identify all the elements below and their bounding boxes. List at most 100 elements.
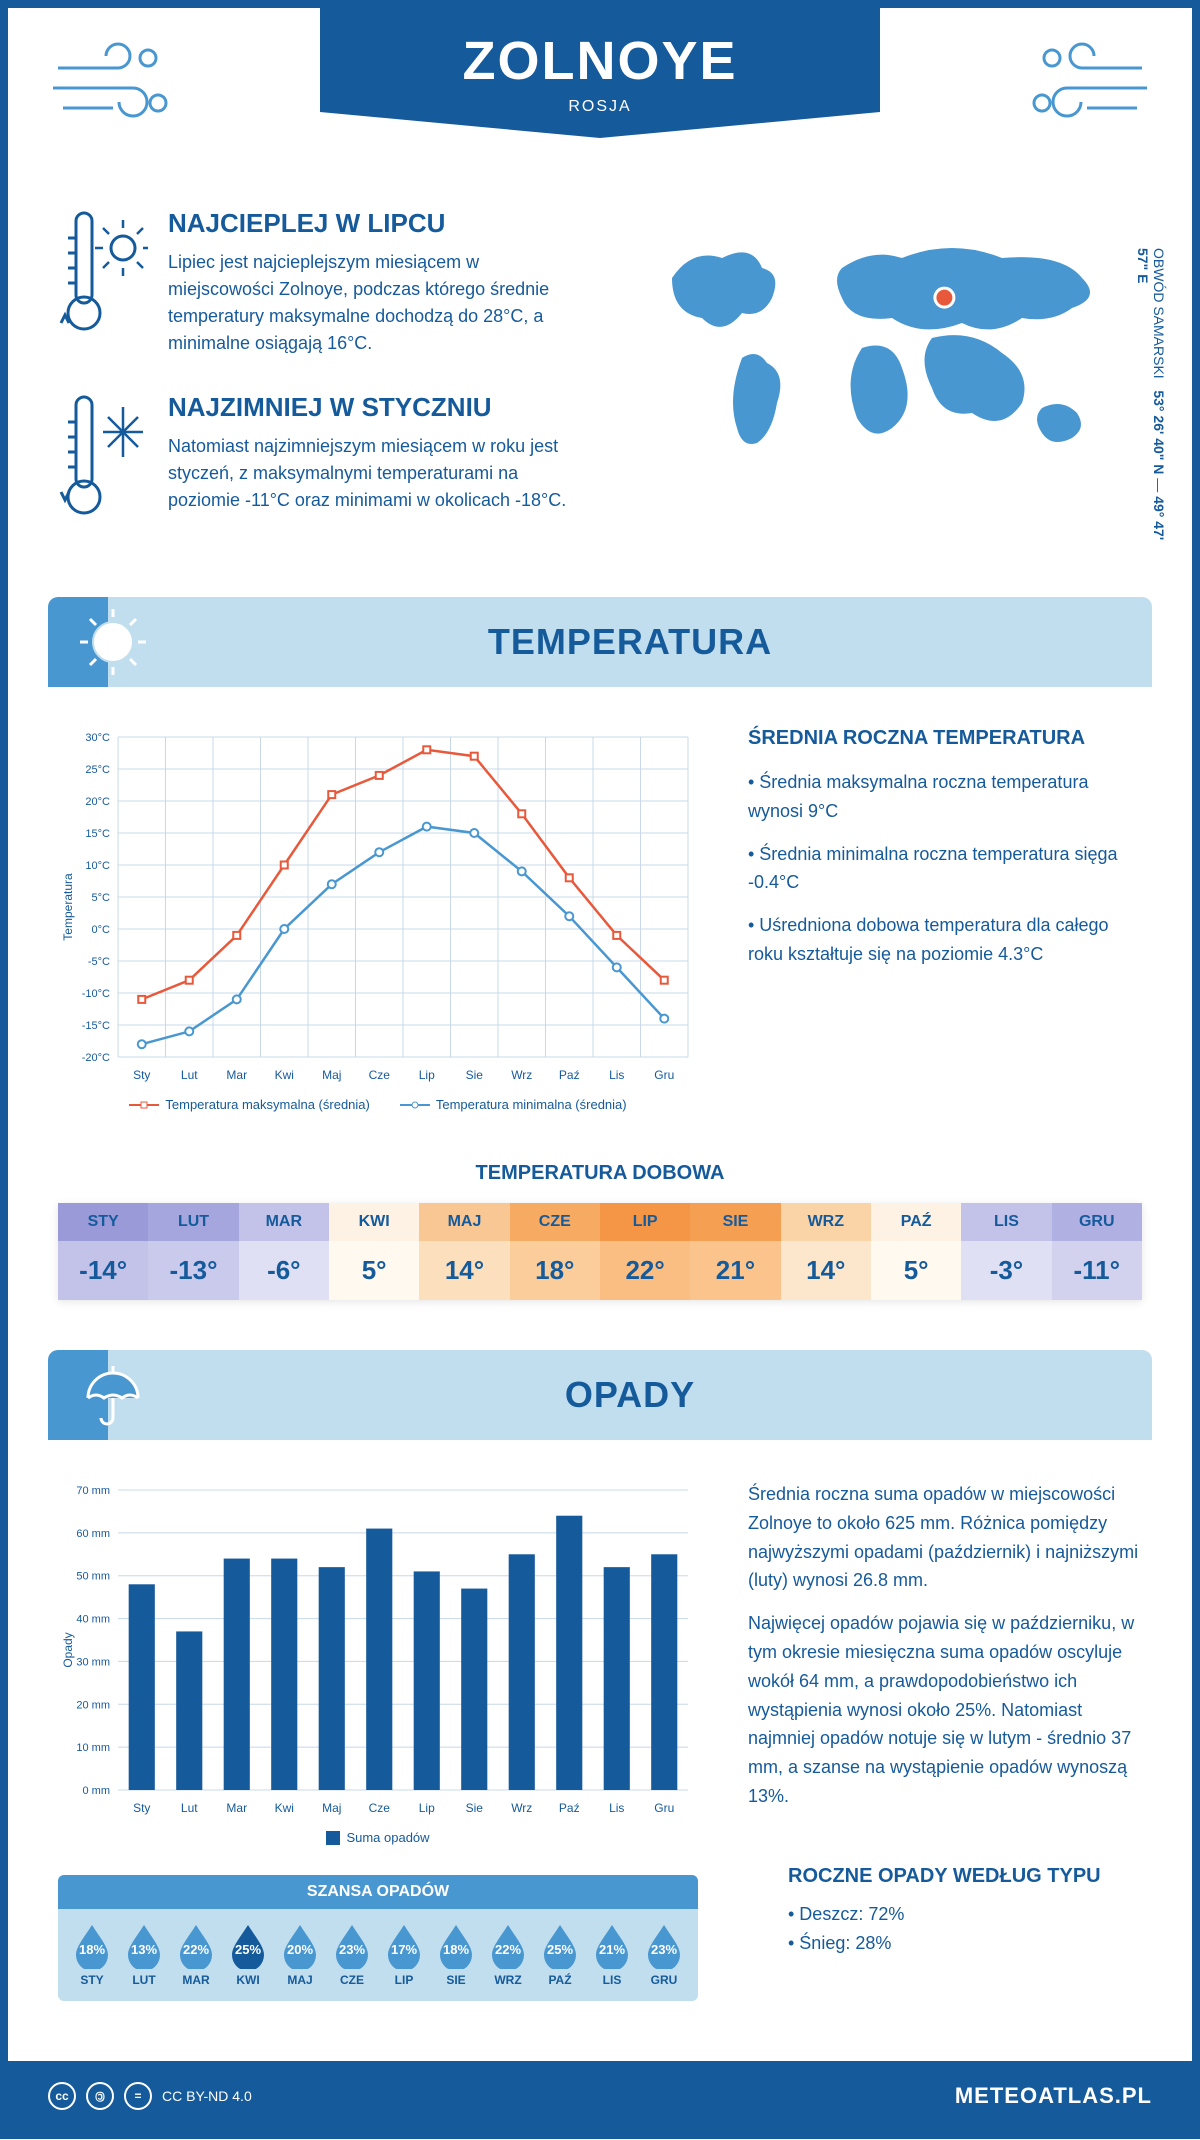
facts-column: NAJCIEPLEJ W LIPCU Lipiec jest najcieple… (58, 208, 582, 557)
thermometer-sun-icon (58, 208, 148, 357)
cold-fact-title: NAJZIMNIEJ W STYCZNIU (168, 392, 582, 423)
precipitation-body: 0 mm10 mm20 mm30 mm40 mm50 mm60 mm70 mmO… (8, 1440, 1192, 1865)
svg-text:Gru: Gru (654, 1068, 674, 1082)
daily-cell: LUT-13° (148, 1203, 238, 1300)
temp-legend: Temperatura maksymalna (średnia) Tempera… (58, 1097, 698, 1112)
daily-cell: MAJ14° (419, 1203, 509, 1300)
chance-cell: 20%MAJ (274, 1923, 326, 1987)
svg-text:70 mm: 70 mm (76, 1485, 110, 1497)
temperature-chart: -20°C-15°C-10°C-5°C0°C5°C10°C15°C20°C25°… (58, 727, 698, 1112)
chance-cell: 18%SIE (430, 1923, 482, 1987)
country-subtitle: ROSJA (320, 98, 880, 116)
svg-text:20 mm: 20 mm (76, 1699, 110, 1711)
daily-cell: WRZ14° (781, 1203, 871, 1300)
hot-fact-title: NAJCIEPLEJ W LIPCU (168, 208, 582, 239)
svg-text:Wrz: Wrz (511, 1801, 532, 1815)
precipitation-chance-box: SZANSA OPADÓW 18%STY13%LUT22%MAR25%KWI20… (58, 1875, 698, 2001)
svg-text:Wrz: Wrz (511, 1068, 532, 1082)
hot-fact-text: Lipiec jest najcieplejszym miesiącem w m… (168, 249, 582, 357)
svg-text:Opady: Opady (61, 1632, 75, 1667)
chance-cell: 25%PAŹ (534, 1923, 586, 1987)
svg-text:Lis: Lis (609, 1068, 624, 1082)
svg-text:-15°C: -15°C (82, 1020, 110, 1032)
temperature-summary: ŚREDNIA ROCZNA TEMPERATURA • Średnia mak… (748, 727, 1142, 1112)
daily-cell: LIS-3° (961, 1203, 1051, 1300)
temperature-heading: TEMPERATURA (488, 621, 772, 663)
svg-text:25°C: 25°C (85, 764, 110, 776)
umbrella-icon (78, 1360, 148, 1430)
daily-cell: STY-14° (58, 1203, 148, 1300)
precipitation-type-box: ROCZNE OPADY WEDŁUG TYPU • Deszcz: 72% •… (788, 1865, 1151, 1988)
license-badge: cc 🄯 = CC BY-ND 4.0 (48, 2082, 252, 2110)
intro-section: NAJCIEPLEJ W LIPCU Lipiec jest najcieple… (8, 178, 1192, 597)
daily-cell: PAŹ5° (871, 1203, 961, 1300)
svg-text:Lut: Lut (181, 1068, 198, 1082)
svg-text:Gru: Gru (654, 1801, 674, 1815)
svg-text:30 mm: 30 mm (76, 1656, 110, 1668)
wind-icon-left (48, 38, 188, 128)
precipitation-section-header: OPADY (48, 1350, 1152, 1440)
svg-text:10 mm: 10 mm (76, 1742, 110, 1754)
svg-text:10°C: 10°C (85, 860, 110, 872)
precipitation-summary: Średnia roczna suma opadów w miejscowośc… (748, 1480, 1142, 1845)
daily-cell: MAR-6° (239, 1203, 329, 1300)
svg-text:Mar: Mar (226, 1068, 247, 1082)
coordinates-label: OBWÓD SAMARSKI 53° 26' 40" N — 49° 47' 5… (1135, 248, 1167, 557)
svg-text:-20°C: -20°C (82, 1052, 110, 1064)
svg-text:30°C: 30°C (85, 732, 110, 744)
svg-text:Maj: Maj (322, 1801, 341, 1815)
svg-text:Sie: Sie (466, 1801, 484, 1815)
header: ZOLNOYE ROSJA (8, 8, 1192, 178)
svg-text:Paź: Paź (559, 1068, 580, 1082)
svg-text:Sie: Sie (466, 1068, 484, 1082)
svg-text:Cze: Cze (369, 1801, 391, 1815)
precip-legend: Suma opadów (58, 1830, 698, 1845)
chance-cell: 18%STY (66, 1923, 118, 1987)
daily-cell: CZE18° (510, 1203, 600, 1300)
chance-cell: 22%MAR (170, 1923, 222, 1987)
daily-cell: GRU-11° (1052, 1203, 1142, 1300)
temp-summary-title: ŚREDNIA ROCZNA TEMPERATURA (748, 727, 1142, 750)
temperature-section-header: TEMPERATURA (48, 597, 1152, 687)
brand-label: METEOATLAS.PL (955, 2083, 1152, 2109)
precipitation-heading: OPADY (565, 1374, 695, 1416)
svg-text:0°C: 0°C (92, 924, 111, 936)
svg-text:Sty: Sty (133, 1801, 150, 1815)
svg-text:20°C: 20°C (85, 796, 110, 808)
chance-cell: 22%WRZ (482, 1923, 534, 1987)
svg-text:60 mm: 60 mm (76, 1528, 110, 1540)
chance-cell: 17%LIP (378, 1923, 430, 1987)
svg-text:Lip: Lip (419, 1068, 435, 1082)
daily-cell: LIP22° (600, 1203, 690, 1300)
chance-cell: 25%KWI (222, 1923, 274, 1987)
world-map-svg (622, 208, 1142, 488)
svg-text:Kwi: Kwi (275, 1801, 294, 1815)
hot-fact: NAJCIEPLEJ W LIPCU Lipiec jest najcieple… (58, 208, 582, 357)
cold-fact: NAJZIMNIEJ W STYCZNIU Natomiast najzimni… (58, 392, 582, 522)
daily-cell: KWI5° (329, 1203, 419, 1300)
footer: cc 🄯 = CC BY-ND 4.0 METEOATLAS.PL (8, 2061, 1192, 2131)
temperature-body: -20°C-15°C-10°C-5°C0°C5°C10°C15°C20°C25°… (8, 687, 1192, 1152)
daily-cell: SIE21° (690, 1203, 780, 1300)
svg-text:50 mm: 50 mm (76, 1571, 110, 1583)
svg-text:Paź: Paź (559, 1801, 580, 1815)
chance-cell: 21%LIS (586, 1923, 638, 1987)
chance-cell: 23%GRU (638, 1923, 690, 1987)
svg-text:Maj: Maj (322, 1068, 341, 1082)
precipitation-chart: 0 mm10 mm20 mm30 mm40 mm50 mm60 mm70 mmO… (58, 1480, 698, 1845)
title-banner: ZOLNOYE ROSJA (320, 8, 880, 138)
svg-text:Lip: Lip (419, 1801, 435, 1815)
chance-title: SZANSA OPADÓW (58, 1875, 698, 1909)
wind-icon-right (1012, 38, 1152, 128)
svg-text:-5°C: -5°C (88, 956, 110, 968)
svg-text:Kwi: Kwi (275, 1068, 294, 1082)
world-map: OBWÓD SAMARSKI 53° 26' 40" N — 49° 47' 5… (622, 208, 1142, 557)
svg-text:Lut: Lut (181, 1801, 198, 1815)
chance-cell: 13%LUT (118, 1923, 170, 1987)
thermometer-snow-icon (58, 392, 148, 522)
sun-icon (78, 607, 148, 677)
svg-text:Temperatura: Temperatura (61, 873, 75, 941)
daily-temp-row: STY-14°LUT-13°MAR-6°KWI5°MAJ14°CZE18°LIP… (58, 1203, 1142, 1300)
svg-text:Lis: Lis (609, 1801, 624, 1815)
svg-text:40 mm: 40 mm (76, 1614, 110, 1626)
